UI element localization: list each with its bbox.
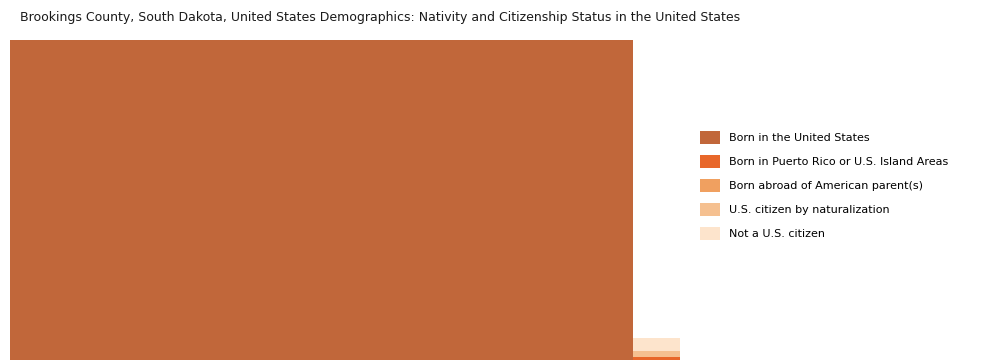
Bar <box>633 357 680 360</box>
Bar <box>633 338 680 351</box>
Text: Brookings County, South Dakota, United States Demographics: Nativity and Citizen: Brookings County, South Dakota, United S… <box>20 11 740 24</box>
Bar <box>633 351 680 357</box>
Legend: Born in the United States, Born in Puerto Rico or U.S. Island Areas, Born abroad: Born in the United States, Born in Puert… <box>700 131 949 240</box>
